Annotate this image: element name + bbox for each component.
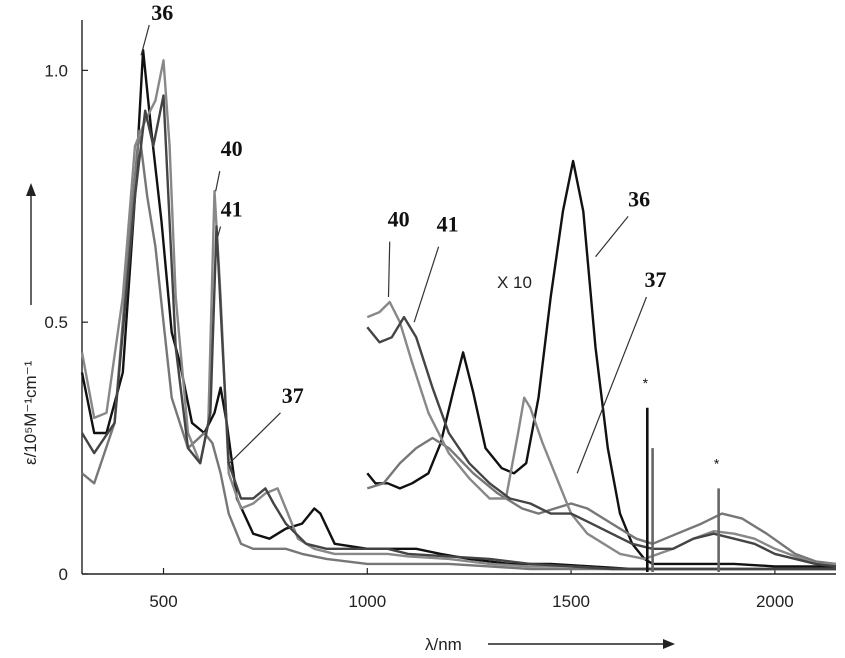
leader-line: [216, 171, 220, 191]
series-label: 36: [151, 0, 173, 25]
spike-marker: *: [643, 375, 649, 391]
x-tick-label: 500: [149, 592, 177, 611]
spike-marker: *: [714, 455, 720, 471]
series-line-40: [82, 60, 836, 569]
series-label: 37: [644, 267, 666, 292]
scale-annotation: X 10: [497, 273, 532, 292]
series-line-37: [82, 131, 836, 569]
series-lines: [82, 50, 836, 569]
x-tick-label: 2000: [756, 592, 794, 611]
y-axis-title: ε/10⁵M⁻¹cm⁻¹: [21, 183, 40, 465]
series-line-36: [82, 50, 836, 569]
leader-line: [218, 226, 221, 236]
x-axis-label: λ/nm: [425, 635, 462, 654]
series-label: 37: [282, 383, 304, 408]
leader-line: [230, 413, 281, 463]
series-label: 36: [628, 186, 650, 211]
y-tick-label: 0: [59, 565, 68, 584]
leader-line: [414, 247, 438, 323]
x-tick-label: 1000: [348, 592, 386, 611]
series-label: 41: [437, 212, 459, 237]
leader-line: [388, 242, 389, 297]
y-tick-label: 0.5: [44, 313, 68, 332]
series-line-41: [82, 96, 836, 570]
leader-line: [577, 297, 646, 473]
series-line-40-x10: [367, 302, 836, 564]
leader-line: [596, 216, 629, 256]
axes: [82, 20, 836, 574]
leader-line: [141, 25, 149, 55]
series-label: 40: [388, 206, 410, 231]
x-axis-arrowhead: [663, 639, 675, 649]
ticks: 500 1000 1500 2000 0 0.5 1.0: [44, 61, 793, 611]
series-labels: 36 40 41 37 40 41 36 37: [141, 0, 666, 473]
x-axis-title: λ/nm: [425, 635, 675, 654]
series-label: 40: [221, 136, 243, 161]
y-axis-arrowhead: [26, 183, 36, 196]
x-tick-label: 1500: [552, 592, 590, 611]
y-tick-label: 1.0: [44, 61, 68, 80]
y-axis-label: ε/10⁵M⁻¹cm⁻¹: [21, 360, 40, 465]
series-label: 41: [221, 196, 243, 221]
